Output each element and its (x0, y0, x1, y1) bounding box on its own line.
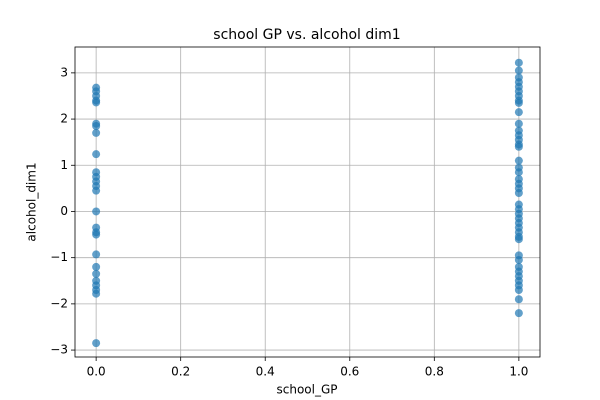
point (92, 269, 101, 278)
point (92, 122, 101, 131)
point (92, 262, 101, 271)
y-tick-label: −1 (50, 250, 68, 264)
x-tick-label: 0.4 (256, 365, 275, 379)
point (92, 128, 101, 137)
point (514, 58, 523, 67)
x-tick-label: 0.2 (171, 365, 190, 379)
point (514, 168, 523, 177)
y-tick-label: −3 (50, 343, 68, 357)
point (514, 295, 523, 304)
y-tick-label: 2 (60, 112, 68, 126)
point (92, 230, 101, 239)
point (92, 186, 101, 195)
chart-title: school GP vs. alcohol dim1 (213, 27, 400, 43)
point (514, 309, 523, 318)
point (514, 286, 523, 295)
x-tick-label: 0.0 (87, 365, 106, 379)
point (514, 142, 523, 151)
point (92, 207, 101, 216)
point (514, 255, 523, 264)
y-axis-label: alcohol_dim1 (25, 162, 39, 241)
point (514, 235, 523, 244)
x-tick-label: 1.0 (509, 365, 528, 379)
point (514, 119, 523, 128)
point (514, 108, 523, 117)
point (514, 188, 523, 197)
y-tick-label: 0 (60, 204, 68, 218)
point (92, 98, 101, 107)
point (514, 66, 523, 75)
y-tick-label: 1 (60, 158, 68, 172)
x-axis-label: school_GP (276, 383, 337, 397)
point (92, 339, 101, 348)
point (92, 150, 101, 159)
point (514, 98, 523, 107)
y-tick-label: 3 (60, 65, 68, 79)
x-tick-label: 0.6 (340, 365, 359, 379)
point (514, 156, 523, 165)
x-tick-label: 0.8 (425, 365, 444, 379)
plot-frame (74, 46, 541, 358)
point (92, 289, 101, 298)
y-tick-label: −2 (50, 296, 68, 310)
point (92, 250, 101, 259)
